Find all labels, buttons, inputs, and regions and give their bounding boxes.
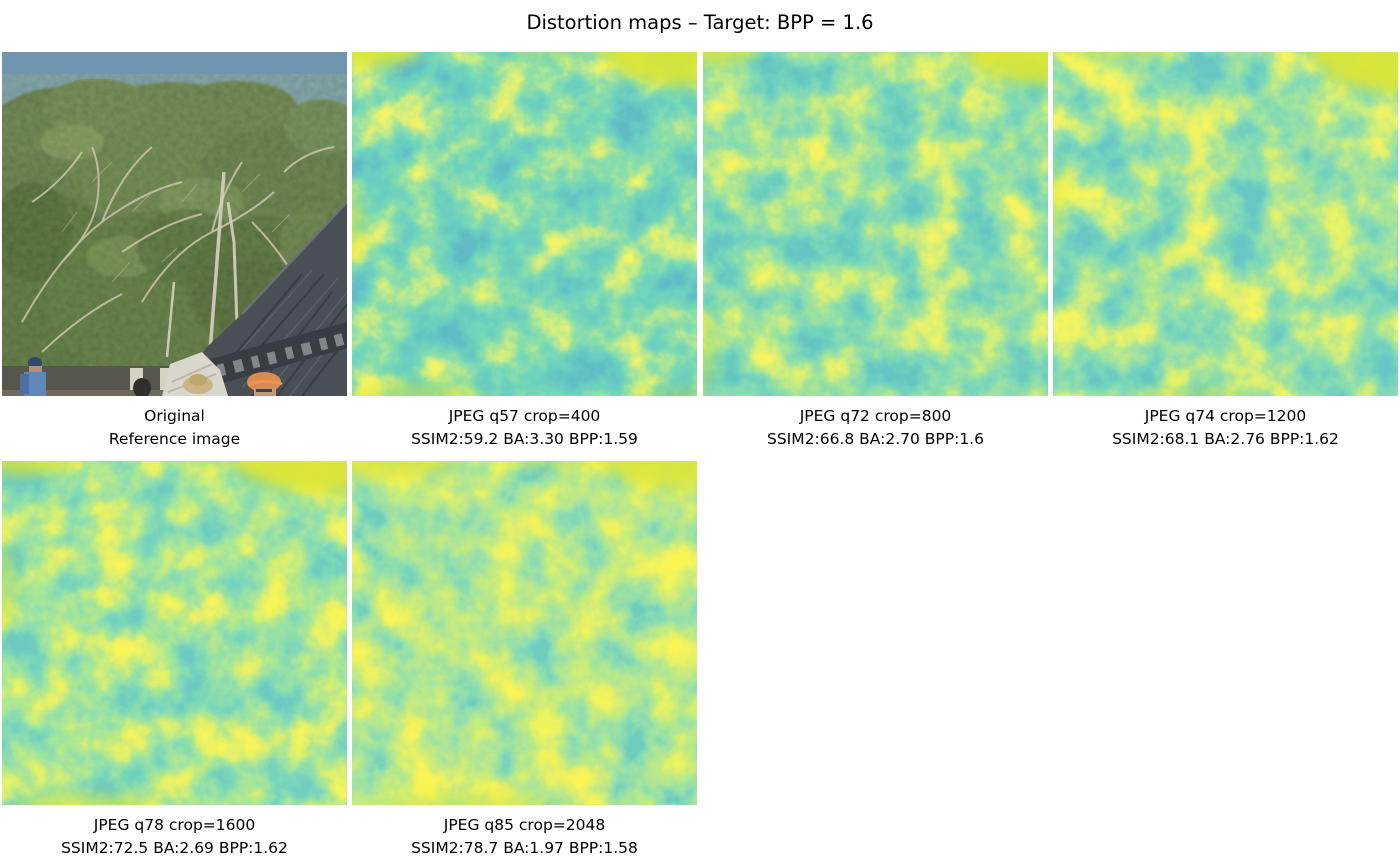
distortion-map-q85 bbox=[352, 461, 697, 805]
distortion-map-q78-svg bbox=[2, 461, 347, 805]
distortion-map-q74-svg bbox=[1053, 52, 1398, 396]
caption-jpeg-q72: JPEG q72 crop=800 SSIM2:66.8 BA:2.70 BPP… bbox=[703, 405, 1048, 451]
panel-jpeg-q85: JPEG q85 crop=2048 SSIM2:78.7 BA:1.97 BP… bbox=[352, 461, 697, 860]
distortion-map-q78 bbox=[2, 461, 347, 805]
reference-photo-image bbox=[2, 52, 347, 396]
distortion-map-q74 bbox=[1053, 52, 1398, 396]
caption-line1: JPEG q72 crop=800 bbox=[799, 407, 952, 425]
caption-line1: JPEG q74 crop=1200 bbox=[1144, 407, 1307, 425]
caption-original: Original Reference image bbox=[2, 405, 347, 451]
tourists bbox=[20, 352, 283, 396]
reference-photo-svg bbox=[2, 52, 347, 396]
panel-jpeg-q72: JPEG q72 crop=800 SSIM2:66.8 BA:2.70 BPP… bbox=[703, 52, 1048, 451]
distortion-map-q85-svg bbox=[352, 461, 697, 805]
caption-line1: JPEG q85 crop=2048 bbox=[443, 816, 606, 834]
caption-line1: JPEG q78 crop=1600 bbox=[93, 816, 256, 834]
panel-jpeg-q74: JPEG q74 crop=1200 SSIM2:68.1 BA:2.76 BP… bbox=[1053, 52, 1398, 451]
caption-line2: SSIM2:66.8 BA:2.70 BPP:1.6 bbox=[767, 430, 984, 448]
distortion-map-q57 bbox=[352, 52, 697, 396]
distortion-map-q57-svg bbox=[352, 52, 697, 396]
caption-line1: JPEG q57 crop=400 bbox=[448, 407, 601, 425]
caption-jpeg-q85: JPEG q85 crop=2048 SSIM2:78.7 BA:1.97 BP… bbox=[352, 814, 697, 860]
distortion-map-q72-svg bbox=[703, 52, 1048, 396]
panel-jpeg-q57: JPEG q57 crop=400 SSIM2:59.2 BA:3.30 BPP… bbox=[352, 52, 697, 451]
caption-line2: SSIM2:72.5 BA:2.69 BPP:1.62 bbox=[61, 839, 288, 857]
caption-line2: SSIM2:59.2 BA:3.30 BPP:1.59 bbox=[411, 430, 638, 448]
caption-jpeg-q78: JPEG q78 crop=1600 SSIM2:72.5 BA:2.69 BP… bbox=[2, 814, 347, 860]
panel-original: Original Reference image bbox=[2, 52, 347, 451]
figure-title: Distortion maps – Target: BPP = 1.6 bbox=[526, 11, 874, 34]
panel-jpeg-q78: JPEG q78 crop=1600 SSIM2:72.5 BA:2.69 BP… bbox=[2, 461, 347, 860]
caption-line2: SSIM2:68.1 BA:2.76 BPP:1.62 bbox=[1112, 430, 1339, 448]
caption-jpeg-q57: JPEG q57 crop=400 SSIM2:59.2 BA:3.30 BPP… bbox=[352, 405, 697, 451]
caption-line1: Original bbox=[144, 407, 205, 425]
distortion-map-q72 bbox=[703, 52, 1048, 396]
caption-line2: SSIM2:78.7 BA:1.97 BPP:1.58 bbox=[411, 839, 638, 857]
caption-jpeg-q74: JPEG q74 crop=1200 SSIM2:68.1 BA:2.76 BP… bbox=[1053, 405, 1398, 451]
caption-line2: Reference image bbox=[108, 430, 241, 448]
